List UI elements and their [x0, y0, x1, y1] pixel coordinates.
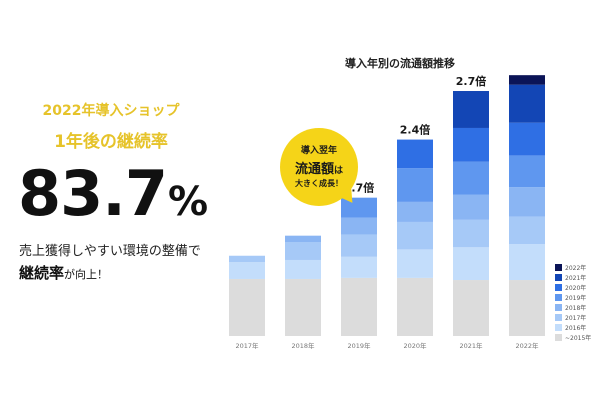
bar-segment-2017-2017 — [229, 255, 265, 263]
legend-label: 2022年 — [565, 264, 587, 272]
description-emphasis: 継続率 — [19, 264, 65, 282]
callout-emphasis: 流通額 — [294, 162, 334, 177]
bar-segment-2022-2017 — [509, 216, 545, 245]
callout-line-3: 大きく成長！ — [295, 179, 343, 188]
bar-segment-2022-2016 — [509, 244, 545, 281]
bar-segment-2020-2018 — [397, 201, 433, 222]
x-tick-label: 2019年 — [347, 341, 371, 350]
legend-swatch — [555, 333, 562, 341]
x-tick-label: 2020年 — [403, 341, 427, 350]
growth-annotation: 2.7倍 — [456, 74, 487, 88]
bar-segment-2019-2015 — [341, 277, 377, 336]
x-tick-label: 2018年 — [291, 341, 315, 350]
bar-segment-2018-2015 — [285, 278, 321, 336]
legend-label: 2017年 — [565, 314, 587, 322]
bar-segment-2021-2019 — [453, 161, 489, 195]
legend-item-2019: 2019年 — [555, 292, 591, 302]
bar-segment-2021-2020 — [453, 127, 489, 162]
legend-label: 2020年 — [565, 284, 587, 292]
legend-label: 2021年 — [565, 274, 587, 282]
bar-segment-2022-2018 — [509, 187, 545, 217]
bar-segment-2021-2018 — [453, 194, 489, 220]
legend-item-2017: 2017年 — [555, 312, 591, 322]
legend-item-2020: 2020年 — [555, 282, 591, 292]
legend-swatch — [555, 263, 562, 271]
bar-segment-2018-2018 — [285, 235, 321, 243]
legend-label: ~2015年 — [565, 334, 592, 342]
bar-segment-2020-2016 — [397, 249, 433, 278]
bar-segment-2022-2020 — [509, 122, 545, 156]
legend-label: 2019年 — [565, 294, 587, 302]
bar-segment-2022-2022 — [509, 75, 545, 85]
legend-item-2018: 2018年 — [555, 302, 591, 312]
callout-line-2: 流通額は — [280, 158, 358, 177]
chart-legend: 2022年 2021年 2020年 2019年 2018年 2017年 2016年 ~2015… — [555, 262, 591, 342]
legend-swatch — [555, 293, 562, 301]
bar-segment-2020-2019 — [397, 168, 433, 202]
bar-segment-2021-2015 — [453, 280, 489, 336]
legend-swatch — [555, 323, 562, 331]
bar-segment-2020-2020 — [397, 139, 433, 169]
bar-segment-2019-2019 — [341, 197, 377, 218]
retention-rate-value: 83.7 — [18, 157, 168, 230]
bar-segment-2022-2019 — [509, 155, 545, 188]
legend-label: 2016年 — [565, 324, 587, 332]
bar-segment-2019-2018 — [341, 217, 377, 235]
bar-segment-2020-2015 — [397, 277, 433, 336]
kicker-line-1: 2022年導入ショップ — [42, 103, 180, 119]
retention-rate-unit: % — [167, 179, 208, 225]
bar-segment-2019-2017 — [341, 234, 377, 257]
description-line-2: 継続率が向上！ — [19, 262, 108, 283]
kicker-line-2: 1年後の継続率 — [54, 132, 168, 152]
bar-segment-2021-2016 — [453, 247, 489, 281]
callout-bubble: 導入翌年 流通額は 大きく成長！ — [280, 128, 358, 206]
x-tick-label: 2017年 — [235, 341, 259, 350]
bar-segment-2017-2015 — [229, 278, 265, 336]
chart-title: 導入年別の流通額推移 — [345, 57, 455, 70]
legend-item-2016: 2016年 — [555, 322, 591, 332]
legend-item-2015: ~2015年 — [555, 332, 591, 342]
bar-segment-2020-2017 — [397, 221, 433, 250]
bar-segment-2017-2016 — [229, 262, 265, 279]
legend-swatch — [555, 303, 562, 311]
bar-segment-2019-2016 — [341, 256, 377, 278]
bar-segment-2022-2015 — [509, 280, 545, 336]
legend-item-2022: 2022年 — [555, 262, 591, 272]
legend-swatch — [555, 273, 562, 281]
headline-panel: 2022年導入ショップ 1年後の継続率 83.7% 売上獲得しやすい環境の整備で… — [0, 0, 222, 400]
bar-segment-2018-2016 — [285, 259, 321, 279]
legend-swatch — [555, 313, 562, 321]
retention-rate: 83.7% — [18, 163, 208, 225]
growth-annotation: 2.4倍 — [400, 123, 431, 137]
description-line-1: 売上獲得しやすい環境の整備で — [19, 244, 201, 259]
bar-segment-2021-2021 — [453, 91, 489, 128]
bar-segment-2022-2021 — [509, 84, 545, 123]
description-rest: が向上！ — [64, 268, 109, 281]
callout-particle: は — [334, 166, 344, 176]
bar-segment-2018-2017 — [285, 242, 321, 260]
bar-segment-2021-2017 — [453, 219, 489, 248]
legend-swatch — [555, 283, 562, 291]
x-tick-label: 2022年 — [515, 341, 539, 350]
legend-label: 2018年 — [565, 304, 587, 312]
legend-item-2021: 2021年 — [555, 272, 591, 282]
callout-line-1: 導入翌年 — [300, 146, 337, 156]
x-tick-label: 2021年 — [459, 341, 483, 350]
